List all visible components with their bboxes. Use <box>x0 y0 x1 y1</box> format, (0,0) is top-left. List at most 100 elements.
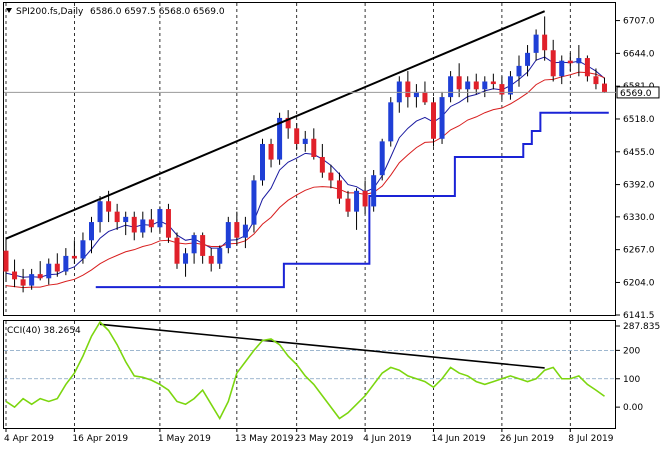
cci-line <box>5 320 605 421</box>
triangle-down-icon <box>6 8 12 13</box>
candle-body <box>405 81 411 98</box>
candle-body <box>234 222 240 238</box>
moving-averages <box>5 56 605 289</box>
candle-body <box>89 222 94 241</box>
candle-body <box>379 141 385 176</box>
candlesticks <box>3 16 607 293</box>
price-tick-label: 6707.0 <box>623 17 655 27</box>
price-pane-frame <box>3 2 616 316</box>
x-tick-label: 13 May 2019 <box>235 434 294 444</box>
candle-body <box>413 91 419 98</box>
candle-body <box>559 60 565 77</box>
candle-body <box>191 235 197 254</box>
candle-body <box>448 76 454 98</box>
price-trendline <box>5 10 546 240</box>
candle-body <box>225 222 231 249</box>
candle-body <box>29 274 35 286</box>
cci-tick-label: 200 <box>623 346 640 356</box>
ohlc-readout: 6586.0 6597.5 6568.0 6569.0 <box>90 7 225 17</box>
ema-slow-line <box>5 71 605 289</box>
chart-symbol-label: SPI200.fs,Daily <box>16 7 84 17</box>
vertical-gridlines <box>5 3 571 428</box>
candle-body <box>482 81 488 90</box>
candle-body <box>490 81 496 85</box>
cci-pane-frame <box>3 320 616 429</box>
x-tick-label: 1 May 2019 <box>158 434 211 444</box>
candle-body <box>311 138 317 157</box>
candle-body <box>200 235 206 256</box>
price-tick-label: 6204.0 <box>623 278 655 288</box>
candle-body <box>183 253 189 264</box>
cci-tick-label: 287.8357 <box>623 322 660 332</box>
support-channel-line <box>95 111 609 289</box>
candle-body <box>567 60 573 64</box>
candle-body <box>388 102 394 142</box>
candle-body <box>473 81 479 90</box>
candle-body <box>123 216 129 223</box>
candle-body <box>465 81 471 90</box>
cci-series-line <box>5 320 605 421</box>
candle-body <box>542 34 548 51</box>
candle-body <box>165 209 171 238</box>
candle-body <box>80 240 86 259</box>
candle-body <box>319 156 325 173</box>
candle-body <box>354 190 360 212</box>
candle-body <box>208 255 214 264</box>
time-axis: 4 Apr 2019 16 Apr 2019 1 May 2019 13 May 20… <box>4 428 614 444</box>
candle-body <box>217 248 223 264</box>
candle-body <box>277 117 283 160</box>
candle-body <box>63 255 69 272</box>
price-badge <box>616 86 660 99</box>
candle-body <box>602 83 607 93</box>
candle-body <box>345 198 351 212</box>
candle-body <box>576 58 582 64</box>
candle-body <box>302 138 308 144</box>
candle-body <box>294 128 300 144</box>
candle-body <box>131 216 137 233</box>
candle-body <box>328 172 334 181</box>
cci-reference-lines <box>4 349 616 380</box>
price-badge-value: 6569.0 <box>620 89 652 99</box>
candle-body <box>12 271 18 280</box>
candle-body <box>242 224 248 238</box>
candle-body <box>140 219 146 233</box>
candle-body <box>37 274 43 279</box>
cci-label: CCI(40) 38.2654 <box>7 326 81 336</box>
candle-body <box>106 201 112 212</box>
x-tick-label: 14 Jun 2019 <box>432 434 486 444</box>
candle-body <box>54 263 60 272</box>
candle-body <box>396 81 402 103</box>
candle-body <box>550 50 556 77</box>
candle-body <box>439 97 445 139</box>
price-tick-label: 6455.0 <box>623 148 655 158</box>
x-tick-label: 4 Jun 2019 <box>363 434 412 444</box>
candle-body <box>114 211 120 223</box>
candle-body <box>516 65 522 77</box>
candle-body <box>97 201 103 223</box>
candle-body <box>3 250 9 272</box>
price-tick-label: 6644.0 <box>623 49 655 59</box>
candle-body <box>456 76 462 90</box>
candle-body <box>157 209 163 228</box>
cci-axis: 287.8357 200 100 0.00 <box>616 322 660 413</box>
x-tick-label: 4 Apr 2019 <box>4 434 54 444</box>
cci-trendline <box>99 323 545 369</box>
price-axis: 6707.06644.06581.06518.06455.06392.06330… <box>616 17 655 321</box>
price-tick-label: 6392.0 <box>623 181 655 191</box>
candle-body <box>499 84 505 95</box>
ema-fast-line <box>5 56 605 278</box>
x-tick-label: 23 May 2019 <box>295 434 354 444</box>
candle-body <box>148 219 154 228</box>
candle-body <box>20 279 26 286</box>
candle-body <box>71 255 77 259</box>
candle-body <box>260 143 265 181</box>
candle-body <box>251 180 257 225</box>
cci-tick-label: 0.00 <box>623 403 643 413</box>
trendlines <box>5 10 546 369</box>
candle-body <box>46 263 52 279</box>
candle-body <box>362 190 368 207</box>
candle-body <box>593 76 599 85</box>
price-tick-label: 6141.5 <box>623 311 655 321</box>
x-tick-label: 26 Jun 2019 <box>500 434 554 444</box>
